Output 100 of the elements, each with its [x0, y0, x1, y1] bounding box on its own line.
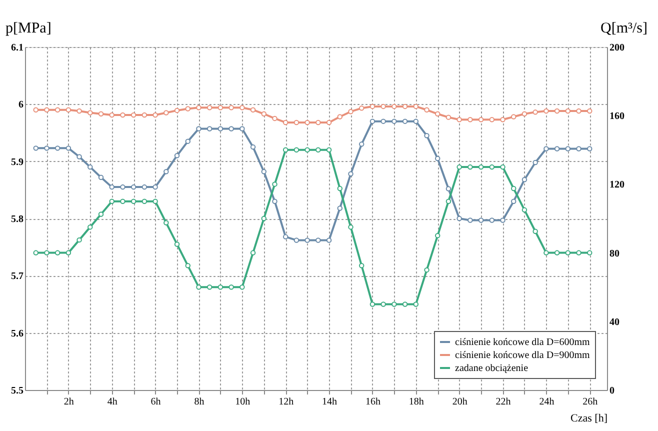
point [44, 146, 50, 151]
point [152, 198, 158, 204]
point [294, 120, 300, 126]
point [152, 184, 158, 190]
point [316, 147, 321, 153]
point [565, 108, 571, 114]
point [54, 250, 60, 256]
point [478, 218, 484, 223]
point [554, 250, 560, 256]
point [282, 234, 288, 240]
point [424, 107, 430, 112]
point [130, 198, 136, 204]
x-tick-label: 4h [107, 396, 118, 408]
point [261, 111, 266, 116]
point [511, 198, 516, 204]
point [413, 302, 419, 307]
point [468, 116, 473, 122]
point [456, 216, 462, 222]
point [326, 147, 332, 153]
point [554, 108, 560, 114]
y2-tick-label: 120 [610, 180, 624, 191]
point [358, 106, 364, 111]
point [142, 184, 148, 190]
point [392, 118, 397, 124]
point [532, 160, 538, 166]
point [54, 107, 60, 112]
point [337, 206, 343, 211]
point [402, 118, 408, 124]
point [544, 146, 549, 152]
point [380, 104, 386, 110]
point [522, 207, 528, 213]
point [228, 126, 234, 132]
point [522, 177, 528, 182]
point [304, 120, 310, 126]
point [304, 238, 310, 243]
y2-tick-label: 200 [610, 42, 624, 54]
point [316, 120, 321, 126]
point [478, 164, 484, 170]
point [272, 182, 278, 187]
point [66, 107, 72, 112]
point [576, 108, 582, 114]
point [456, 116, 462, 122]
point [66, 250, 72, 256]
y-tick-label: 5.6 [11, 328, 24, 340]
y-tick-label: 5.9 [11, 156, 24, 168]
point [109, 198, 114, 204]
point [109, 112, 114, 118]
y-axis-title: p[MPa] [6, 20, 52, 36]
y2-tick-label: 160 [610, 111, 624, 122]
point [164, 110, 169, 116]
x-tick-label: 16h [365, 396, 380, 408]
point [142, 112, 148, 118]
point [76, 237, 82, 243]
point [185, 263, 190, 268]
point [522, 111, 528, 116]
point [413, 118, 419, 124]
x-tick-label: 6h [150, 396, 161, 408]
point [424, 132, 430, 138]
point [358, 263, 364, 268]
x-tick-label: 2h [64, 396, 74, 408]
point [370, 104, 376, 110]
point [294, 147, 300, 153]
point [33, 250, 38, 256]
point [120, 184, 126, 190]
x-tick-label: 12h [278, 396, 294, 408]
point [164, 220, 169, 226]
point [206, 284, 212, 290]
point [282, 120, 288, 126]
point [174, 108, 180, 114]
point [142, 198, 148, 204]
point [120, 198, 126, 204]
point [544, 108, 549, 114]
point [272, 198, 278, 204]
point [196, 284, 202, 290]
y-tick-label: 6 [18, 100, 24, 111]
point [120, 112, 126, 118]
point [109, 184, 114, 190]
point [511, 186, 516, 192]
point [434, 111, 440, 116]
point [456, 164, 462, 170]
point [206, 126, 212, 132]
point [218, 284, 224, 290]
legend-label: ciśnienie końcowe dla D=600mm [455, 337, 590, 348]
point [66, 146, 72, 151]
y2-tick-label: 40 [610, 316, 620, 328]
point [489, 116, 495, 122]
y-tick-label: 6.1 [11, 42, 24, 54]
point [54, 146, 60, 151]
point [348, 108, 354, 114]
point [130, 112, 136, 118]
y-tick-label: 5.7 [11, 271, 24, 282]
y-tick-label: 5.5 [11, 386, 24, 396]
point [240, 284, 245, 290]
point [446, 198, 452, 204]
point [424, 267, 430, 273]
point [587, 250, 592, 256]
point [76, 108, 82, 114]
point [294, 238, 300, 243]
point [206, 104, 212, 110]
x-tick-label: 26h [582, 396, 598, 408]
